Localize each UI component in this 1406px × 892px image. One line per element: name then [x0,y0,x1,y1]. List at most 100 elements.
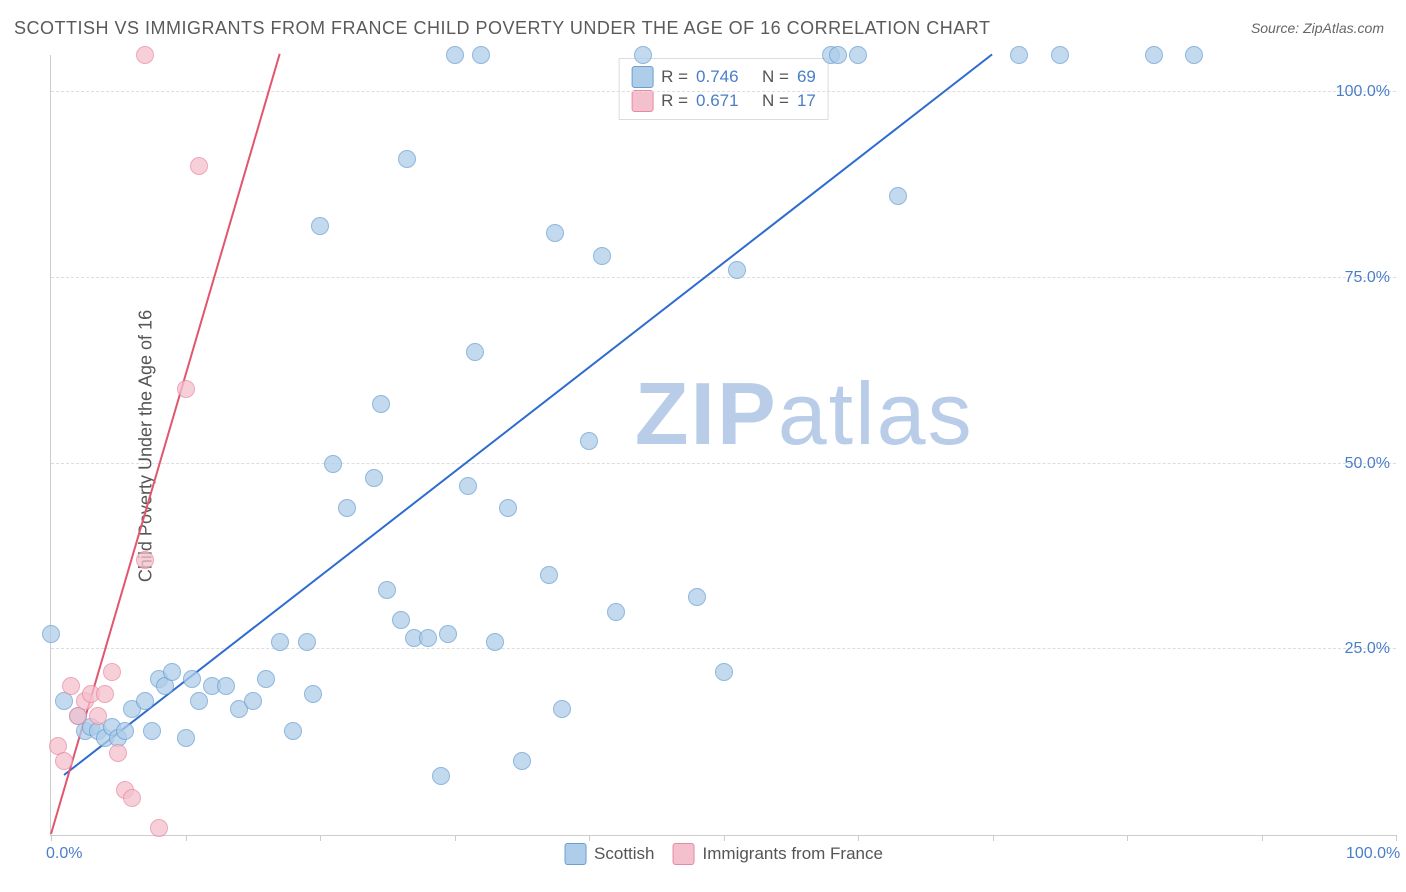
data-point-scottish [446,46,464,64]
data-point-scottish [1185,46,1203,64]
data-point-scottish [472,46,490,64]
data-point-scottish [392,611,410,629]
stats-row-france: R = 0.671 N = 17 [631,89,816,113]
data-point-france [89,707,107,725]
x-tick-mark [1127,835,1128,841]
data-point-scottish [42,625,60,643]
data-point-scottish [829,46,847,64]
y-tick-label: 100.0% [1318,83,1398,101]
data-point-scottish [849,46,867,64]
data-point-scottish [136,692,154,710]
stat-r-label: R = [661,65,688,89]
data-point-scottish [217,677,235,695]
data-point-scottish [540,566,558,584]
x-tick-mark [1396,835,1397,841]
y-tick-label: 75.0% [1318,269,1398,287]
data-point-scottish [728,261,746,279]
x-tick-mark [589,835,590,841]
data-point-scottish [143,722,161,740]
data-point-france [136,46,154,64]
data-point-scottish [499,499,517,517]
data-point-scottish [439,625,457,643]
watermark-rest: atlas [778,364,974,463]
stats-row-scottish: R = 0.746 N = 69 [631,65,816,89]
swatch-scottish-icon [564,843,586,865]
data-point-scottish [634,46,652,64]
y-tick-label: 50.0% [1318,455,1398,473]
data-point-scottish [688,588,706,606]
data-point-scottish [338,499,356,517]
data-point-france [123,789,141,807]
x-tick-mark [724,835,725,841]
stats-box: R = 0.746 N = 69 R = 0.671 N = 17 [618,58,829,120]
x-tick-mark [51,835,52,841]
stat-n-label: N = [762,89,789,113]
data-point-scottish [419,629,437,647]
data-point-scottish [190,692,208,710]
data-point-scottish [466,343,484,361]
data-point-scottish [378,581,396,599]
gridline-h [51,277,1396,278]
data-point-scottish [163,663,181,681]
data-point-scottish [177,729,195,747]
data-point-scottish [513,752,531,770]
data-point-scottish [1145,46,1163,64]
stat-r-value: 0.746 [696,65,754,89]
data-point-france [62,677,80,695]
data-point-france [190,157,208,175]
data-point-scottish [889,187,907,205]
data-point-france [55,752,73,770]
legend-label: Immigrants from France [703,844,883,864]
data-point-france [109,744,127,762]
data-point-france [103,663,121,681]
data-point-scottish [546,224,564,242]
x-tick-mark [993,835,994,841]
data-point-scottish [304,685,322,703]
data-point-scottish [365,469,383,487]
page-title: SCOTTISH VS IMMIGRANTS FROM FRANCE CHILD… [14,18,990,39]
data-point-scottish [372,395,390,413]
x-tick-mark [858,835,859,841]
data-point-scottish [1010,46,1028,64]
stat-r-value: 0.671 [696,89,754,113]
data-point-scottish [715,663,733,681]
data-point-scottish [244,692,262,710]
source-link[interactable]: Source: ZipAtlas.com [1251,20,1384,36]
x-tick-mark [186,835,187,841]
legend-item-scottish[interactable]: Scottish [564,843,654,865]
swatch-france [631,90,653,112]
data-point-scottish [1051,46,1069,64]
x-tick-label: 0.0% [46,845,82,863]
data-point-scottish [298,633,316,651]
legend-item-france[interactable]: Immigrants from France [673,843,883,865]
x-tick-label: 100.0% [1346,845,1400,863]
data-point-scottish [486,633,504,651]
legend: Scottish Immigrants from France [564,843,883,865]
data-point-scottish [432,767,450,785]
source-name: ZipAtlas.com [1303,20,1384,36]
gridline-h [51,91,1396,92]
stat-n-value: 69 [797,65,816,89]
watermark: ZIPatlas [635,363,974,465]
swatch-scottish [631,66,653,88]
legend-label: Scottish [594,844,654,864]
data-point-scottish [580,432,598,450]
watermark-bold: ZIP [635,364,778,463]
data-point-scottish [593,247,611,265]
stat-n-value: 17 [797,89,816,113]
gridline-h [51,648,1396,649]
scatter-plot: ZIPatlas R =0.746N =69R =0.671N =17 Scot… [50,55,1396,836]
data-point-scottish [271,633,289,651]
data-point-scottish [398,150,416,168]
data-point-scottish [607,603,625,621]
x-tick-mark [455,835,456,841]
source-prefix: Source: [1251,20,1303,36]
stat-n-label: N = [762,65,789,89]
data-point-scottish [459,477,477,495]
data-point-scottish [324,455,342,473]
y-tick-label: 25.0% [1318,640,1398,658]
data-point-france [136,551,154,569]
stat-r-label: R = [661,89,688,113]
data-point-scottish [183,670,201,688]
x-tick-mark [320,835,321,841]
